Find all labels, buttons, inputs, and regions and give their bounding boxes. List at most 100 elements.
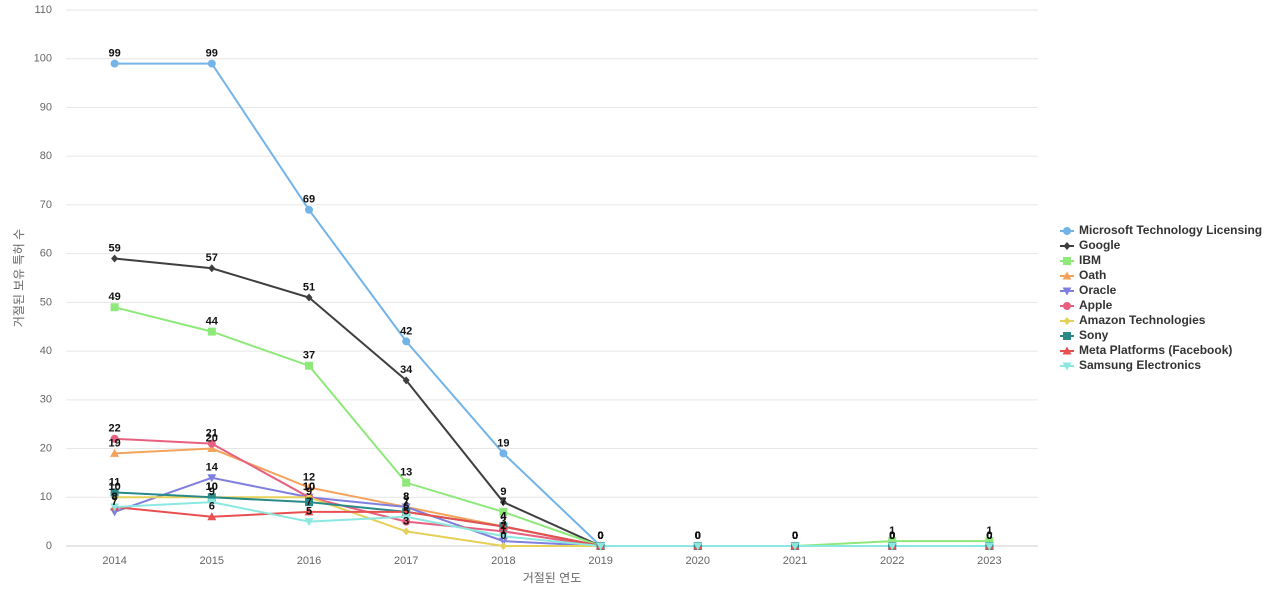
data-label: 0	[986, 530, 992, 542]
legend-marker	[1063, 317, 1071, 325]
data-point	[985, 537, 994, 546]
data-point	[110, 59, 119, 68]
data-label: 9	[306, 486, 312, 498]
y-tick-label: 30	[40, 394, 52, 406]
data-label: 6	[403, 501, 409, 513]
data-label: 9	[209, 486, 215, 498]
legend-marker	[1063, 257, 1071, 265]
data-label: 11	[109, 476, 121, 488]
data-label: 0	[792, 530, 798, 542]
legend-label: IBM	[1079, 253, 1101, 267]
data-label: 0	[598, 530, 604, 542]
data-label: 2	[500, 520, 506, 532]
data-label: 0	[986, 530, 992, 542]
legend-label: Amazon Technologies	[1079, 313, 1206, 327]
data-point	[110, 503, 120, 512]
data-label: 1	[889, 525, 895, 537]
data-label: 34	[400, 364, 413, 376]
x-tick-label: 2015	[200, 555, 224, 567]
data-point	[305, 293, 313, 302]
data-label: 0	[889, 530, 895, 542]
data-label: 0	[695, 530, 701, 542]
data-label: 0	[792, 530, 798, 542]
series-line	[114, 501, 990, 547]
legend-marker	[1062, 287, 1072, 296]
data-label: 0	[889, 530, 895, 542]
legend-marker	[1063, 332, 1071, 340]
data-label: 0	[695, 530, 701, 542]
data-label: 4	[500, 510, 507, 522]
legend-marker	[1063, 227, 1071, 235]
data-label: 0	[889, 530, 895, 542]
data-point	[207, 493, 216, 502]
data-label: 1	[986, 525, 992, 537]
data-label: 0	[695, 530, 701, 542]
data-point	[305, 361, 313, 370]
data-point	[499, 542, 507, 550]
legend-label: Google	[1079, 238, 1121, 252]
data-point	[887, 542, 897, 551]
data-label: 0	[598, 530, 604, 542]
data-label: 22	[108, 423, 120, 435]
data-label: 0	[986, 530, 992, 542]
data-label: 14	[206, 462, 219, 474]
y-tick-label: 20	[40, 442, 52, 454]
data-label: 20	[206, 432, 218, 444]
legend-label: Sony	[1079, 328, 1109, 342]
data-label: 0	[695, 530, 701, 542]
data-label: 99	[108, 48, 120, 60]
data-label: 7	[112, 496, 118, 508]
y-tick-label: 90	[40, 101, 52, 113]
data-label: 0	[695, 530, 701, 542]
data-label: 3	[500, 515, 506, 527]
data-point	[402, 337, 411, 346]
legend-marker	[1063, 302, 1071, 310]
data-label: 0	[792, 530, 798, 542]
x-tick-label: 2023	[977, 555, 1001, 567]
data-label: 0	[695, 530, 701, 542]
legend-marker	[1062, 346, 1072, 355]
data-point	[402, 517, 411, 526]
data-point	[207, 59, 216, 68]
x-tick-label: 2021	[783, 555, 807, 567]
data-label: 0	[986, 530, 992, 542]
data-label: 0	[792, 530, 798, 542]
data-label: 10	[206, 481, 218, 493]
data-label: 12	[303, 471, 315, 483]
data-point	[693, 542, 703, 551]
data-label: 0	[889, 530, 895, 542]
data-label: 8	[403, 491, 409, 503]
data-label: 0	[500, 530, 506, 542]
data-point	[304, 483, 314, 492]
data-label: 0	[695, 530, 701, 542]
legend-label: Meta Platforms (Facebook)	[1079, 343, 1232, 357]
data-label: 7	[500, 496, 506, 508]
data-label: 4	[500, 510, 507, 522]
data-point	[790, 542, 800, 551]
y-tick-label: 10	[40, 491, 52, 503]
data-point	[304, 518, 314, 527]
legend-label: Oracle	[1079, 283, 1117, 297]
data-label: 13	[400, 467, 412, 479]
data-label: 0	[986, 530, 992, 542]
data-label: 0	[889, 530, 895, 542]
data-label: 19	[497, 437, 509, 449]
y-tick-label: 60	[40, 248, 52, 260]
legend-label: Oath	[1079, 268, 1106, 282]
data-label: 59	[108, 242, 120, 254]
data-point	[304, 507, 314, 516]
legend-label: Samsung Electronics	[1079, 358, 1201, 372]
y-tick-label: 50	[40, 296, 52, 308]
data-label: 0	[986, 530, 992, 542]
data-label: 69	[303, 194, 315, 206]
x-axis-title: 거절된 연도	[523, 571, 582, 585]
data-label: 0	[695, 530, 701, 542]
data-point	[499, 449, 508, 458]
data-label: 1	[500, 525, 506, 537]
y-tick-label: 0	[46, 540, 52, 552]
data-label: 57	[206, 252, 218, 264]
data-point	[305, 205, 313, 214]
data-label: 0	[695, 530, 701, 542]
x-tick-label: 2022	[880, 555, 904, 567]
